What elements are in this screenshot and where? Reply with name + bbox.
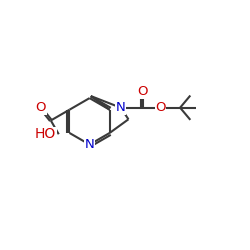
Text: O: O	[155, 101, 166, 114]
Text: O: O	[36, 102, 46, 114]
Text: O: O	[137, 85, 147, 98]
Text: HO: HO	[34, 127, 56, 141]
Text: N: N	[85, 138, 94, 151]
Text: N: N	[116, 101, 126, 114]
